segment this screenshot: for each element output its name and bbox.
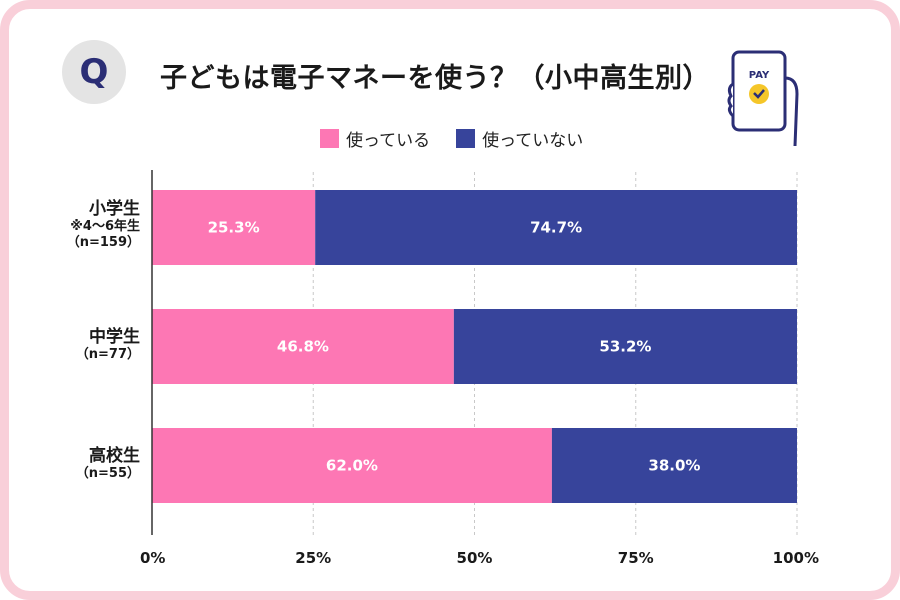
bar-segment bbox=[453, 309, 797, 384]
chart-legend: 使っている 使っていない bbox=[320, 126, 583, 151]
bar-segment bbox=[152, 428, 552, 503]
category-name: 中学生 bbox=[89, 327, 140, 347]
phone-pay-icon: PAY bbox=[727, 50, 799, 146]
pay-text: PAY bbox=[749, 70, 770, 81]
bar-segment bbox=[152, 190, 316, 265]
category-label-elementary: 小学生 ※4〜6年生 （n=159） bbox=[0, 199, 140, 251]
data-label: 25.3% bbox=[208, 219, 260, 237]
x-tick-label: 100% bbox=[773, 549, 819, 567]
x-tick-label: 25% bbox=[295, 549, 331, 567]
category-n: （n=159） bbox=[66, 234, 140, 250]
category-n: （n=55） bbox=[75, 466, 140, 482]
data-label: 62.0% bbox=[326, 457, 378, 475]
legend-item-not-using: 使っていない bbox=[456, 126, 583, 151]
legend-label-not-using: 使っていない bbox=[482, 131, 584, 151]
data-label: 38.0% bbox=[648, 457, 700, 475]
category-n: （n=77） bbox=[75, 347, 140, 363]
chart-title: 子どもは電子マネーを使う？（小中高生別） bbox=[160, 63, 710, 94]
category-name: 高校生 bbox=[89, 446, 140, 466]
x-tick-label: 75% bbox=[618, 549, 654, 567]
legend-swatch-using bbox=[320, 129, 339, 148]
data-label: 74.7% bbox=[530, 219, 582, 237]
x-tick-label: 0% bbox=[140, 549, 165, 567]
legend-label-using: 使っている bbox=[346, 131, 431, 151]
category-name: 小学生 bbox=[89, 199, 140, 219]
data-label: 53.2% bbox=[599, 338, 651, 356]
legend-swatch-not-using bbox=[456, 129, 476, 148]
category-label-high-school: 高校生 （n=55） bbox=[0, 446, 140, 482]
x-tick-label: 50% bbox=[457, 549, 493, 567]
question-badge: Q bbox=[62, 40, 126, 104]
data-label: 46.8% bbox=[277, 338, 329, 356]
category-label-junior-high: 中学生 （n=77） bbox=[0, 327, 140, 363]
bar-segment bbox=[152, 309, 454, 384]
category-note: ※4〜6年生 bbox=[70, 219, 140, 235]
legend-item-using: 使っている bbox=[320, 126, 430, 151]
bar-segment bbox=[551, 428, 797, 503]
bar-segment bbox=[315, 190, 797, 265]
